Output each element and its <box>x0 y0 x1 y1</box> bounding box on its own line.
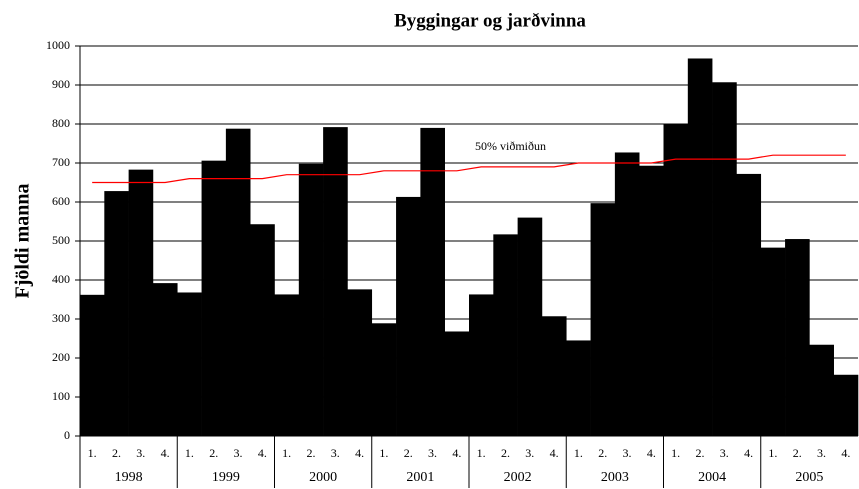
x-tick-label: 2. <box>501 446 510 460</box>
bar <box>201 160 227 436</box>
line-label: 50% viðmiðun <box>475 139 546 153</box>
bar <box>444 331 470 436</box>
x-tick-label: 3. <box>817 446 826 460</box>
x-tick-label: 2. <box>306 446 315 460</box>
x-tick-label: 1. <box>185 446 194 460</box>
y-tick-label: 300 <box>52 311 70 325</box>
bar <box>128 169 154 436</box>
bar <box>785 239 810 436</box>
x-tick-label: 2. <box>112 446 121 460</box>
bar <box>371 323 397 436</box>
year-label: 2004 <box>698 470 726 485</box>
x-tick-label: 1. <box>379 446 388 460</box>
x-tick-label: 1. <box>88 446 97 460</box>
x-tick-label: 4. <box>161 446 170 460</box>
bar <box>614 152 640 436</box>
reference-line <box>92 154 846 184</box>
bar <box>104 191 129 436</box>
bar <box>541 316 567 436</box>
bar <box>469 294 494 436</box>
bar <box>225 128 251 436</box>
year-label: 2002 <box>504 470 532 485</box>
bar <box>323 127 348 437</box>
y-axis-label: Fjöldi manna <box>12 183 34 298</box>
x-tick-label: 4. <box>355 446 364 460</box>
bar <box>663 124 689 436</box>
y-tick-label: 600 <box>52 194 70 208</box>
bar <box>736 173 762 437</box>
x-tick-label: 3. <box>525 446 534 460</box>
y-tick-label: 900 <box>52 77 70 91</box>
year-label: 2003 <box>601 470 629 485</box>
x-tick-label: 4. <box>744 446 753 460</box>
bar <box>566 340 591 436</box>
x-tick-label: 4. <box>452 446 461 460</box>
bar <box>687 58 713 436</box>
x-tick-label: 1. <box>768 446 777 460</box>
x-tick-label: 3. <box>428 446 437 460</box>
bar <box>80 294 105 436</box>
x-tick-label: 1. <box>282 446 291 460</box>
bar <box>809 344 834 436</box>
bar <box>298 163 324 436</box>
y-tick-label: 1000 <box>46 38 70 52</box>
x-tick-label: 4. <box>841 446 850 460</box>
y-tick-label: 100 <box>52 389 70 403</box>
bar <box>590 203 616 436</box>
year-label: 1999 <box>212 470 240 485</box>
x-tick-label: 2. <box>404 446 413 460</box>
y-tick-label: 500 <box>52 233 70 247</box>
bar <box>250 224 275 436</box>
x-tick-label: 2. <box>598 446 607 460</box>
x-tick-label: 1. <box>477 446 486 460</box>
bar <box>274 294 300 436</box>
x-tick-label: 3. <box>331 446 340 460</box>
bar <box>177 292 202 436</box>
bar <box>152 283 178 436</box>
bar <box>517 217 543 436</box>
x-tick-label: 3. <box>136 446 145 460</box>
x-tick-label: 1. <box>574 446 583 460</box>
x-tick-label: 4. <box>258 446 267 460</box>
chart-title: Byggingar og jarðvinna <box>394 10 586 31</box>
x-tick-label: 1. <box>671 446 680 460</box>
x-tick-label: 2. <box>695 446 704 460</box>
bar <box>639 165 664 437</box>
bar <box>420 127 445 437</box>
year-label: 1998 <box>115 470 143 485</box>
y-tick-label: 400 <box>52 272 70 286</box>
x-tick-label: 4. <box>550 446 559 460</box>
y-tick-label: 700 <box>52 155 70 169</box>
bar <box>833 374 859 436</box>
bar <box>760 247 786 436</box>
year-label: 2001 <box>406 470 434 485</box>
bar <box>493 234 518 436</box>
x-tick-label: 4. <box>647 446 656 460</box>
x-tick-label: 3. <box>623 446 632 460</box>
year-label: 2005 <box>795 470 823 485</box>
x-tick-label: 2. <box>209 446 218 460</box>
y-tick-label: 200 <box>52 350 70 364</box>
bar <box>712 82 737 437</box>
x-tick-label: 3. <box>234 446 243 460</box>
x-tick-label: 2. <box>793 446 802 460</box>
x-tick-label: 3. <box>720 446 729 460</box>
y-tick-label: 800 <box>52 116 70 130</box>
bar <box>396 196 421 436</box>
bar <box>347 289 373 436</box>
y-tick-label: 0 <box>64 428 70 442</box>
year-label: 2000 <box>309 470 337 485</box>
